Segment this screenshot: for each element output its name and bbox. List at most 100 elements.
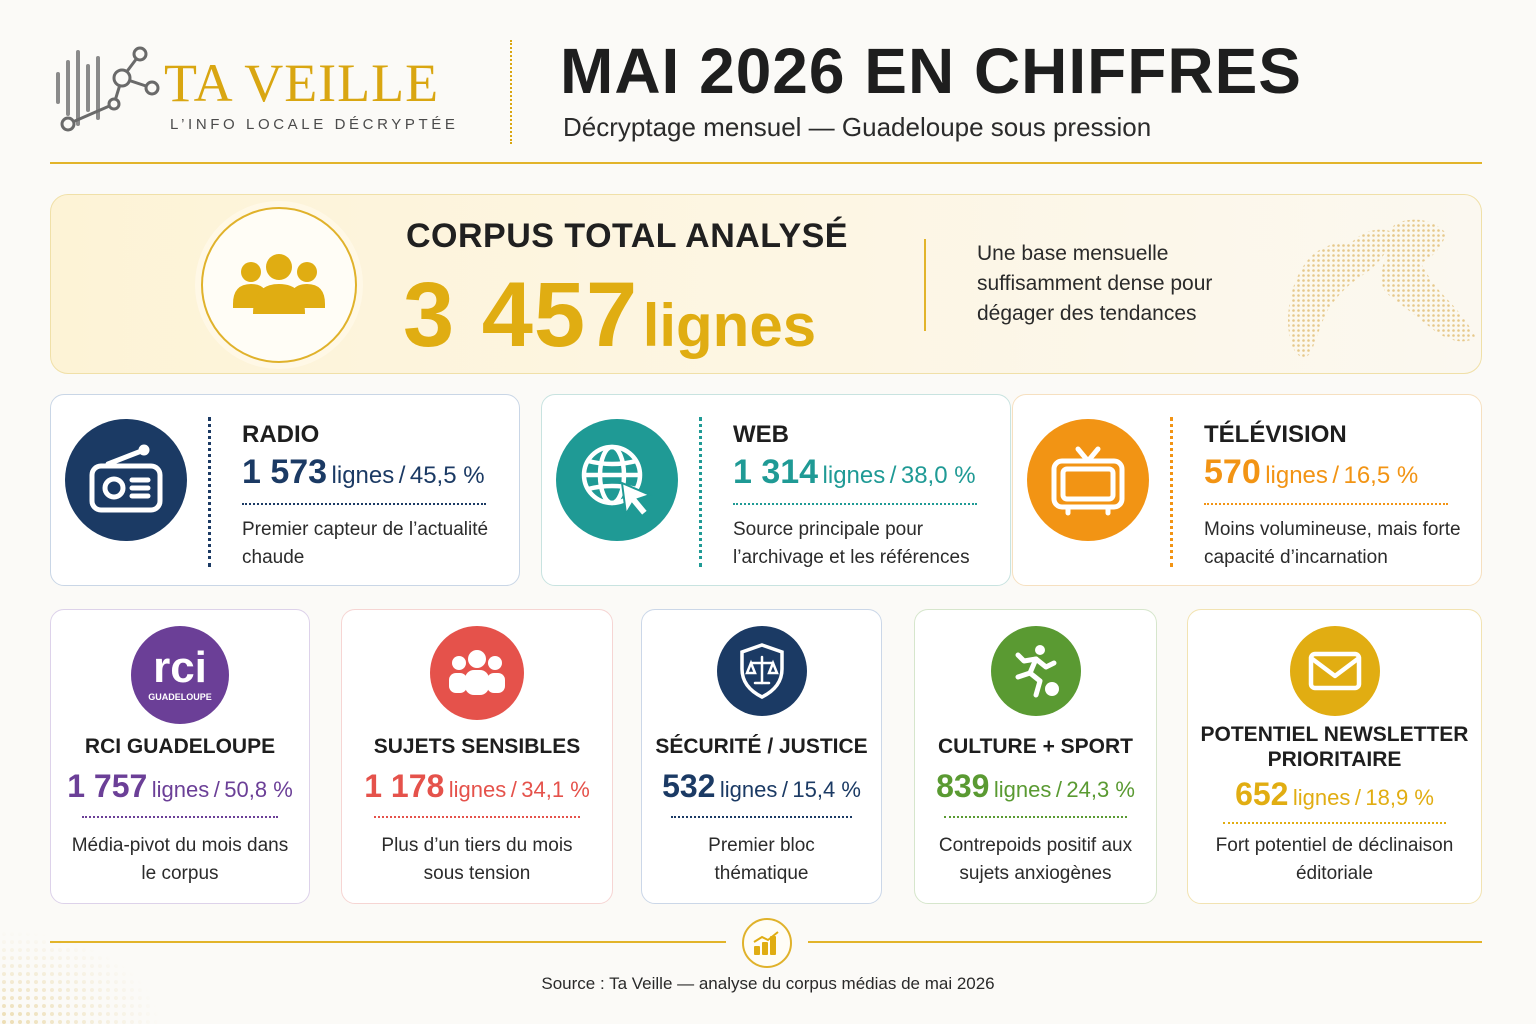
media-count: 1 314 [733, 453, 819, 491]
globe-cursor-icon [581, 444, 653, 518]
corpus-label: CORPUS TOTAL ANALYSÉ [406, 217, 848, 255]
media-card-divider [1170, 417, 1173, 567]
rci-logo-text: rci [153, 643, 207, 692]
envelope-icon [1308, 651, 1361, 691]
corpus-panel: CORPUS TOTAL ANALYSÉ 3 457 lignes Une ba… [50, 194, 1482, 374]
header: TA VEILLE L’INFO LOCALE DÉCRYPTÉE MAI 20… [0, 0, 1536, 170]
brand-name: TA VEILLE [164, 53, 440, 113]
topic-value: 532 lignes / 15,4 % [642, 768, 881, 805]
media-unit: lignes [822, 462, 886, 489]
media-unit: lignes [1265, 462, 1328, 489]
topic-name: SÉCURITÉ / JUSTICE [655, 735, 868, 758]
topic-rule [81, 816, 279, 818]
topic-percent: 50,8 % [224, 777, 293, 802]
corpus-divider [924, 239, 926, 331]
radio-icon-circle [65, 419, 187, 541]
brand-logo[interactable]: TA VEILLE L’INFO LOCALE DÉCRYPTÉE [52, 40, 472, 140]
topic-value: 1 757 lignes / 50,8 % [51, 768, 309, 805]
topic-unit: lignes [151, 777, 210, 802]
media-percent: 16,5 % [1343, 462, 1419, 489]
crowd-icon-circle [430, 626, 524, 720]
media-value: 570 lignes / 16,5 % [1204, 453, 1418, 492]
media-name: RADIO [242, 421, 320, 448]
television-icon-circle [1027, 419, 1149, 541]
footer-rule-right [808, 941, 1482, 943]
envelope-icon-circle [1289, 626, 1380, 716]
page-subtitle: Décryptage mensuel — Guadeloupe sous pre… [563, 112, 1152, 142]
media-rule [242, 503, 486, 505]
decorative-dots [0, 930, 160, 1024]
topic-description: Plus d’un tiers du mois sous tension [381, 835, 573, 884]
media-percent: 45,5 % [409, 462, 485, 489]
page-title: MAI 2026 EN CHIFFRES [560, 35, 1302, 107]
media-card-television[interactable]: TÉLÉVISION 570 lignes / 16,5 % Moins vol… [1012, 394, 1482, 586]
brand-tagline: L’INFO LOCALE DÉCRYPTÉE [170, 116, 459, 133]
topic-unit: lignes [448, 777, 507, 802]
people-group-icon [233, 254, 325, 314]
topic-card-potentiel-newsletter[interactable]: POTENTIEL NEWSLETTER PRIORITAIRE 652 lig… [1187, 609, 1482, 904]
topic-name: SUJETS SENSIBLES [373, 735, 581, 758]
media-rule [1204, 503, 1448, 505]
topic-name: POTENTIEL NEWSLETTER PRIORITAIRE [1200, 723, 1469, 771]
topic-percent: 24,3 % [1066, 777, 1135, 802]
radio-icon [89, 444, 163, 513]
topic-value: 1 178 lignes / 34,1 % [342, 768, 612, 805]
shield-icon-circle [716, 626, 807, 716]
football-icon-circle [990, 626, 1081, 716]
shield-scales-icon [739, 643, 784, 699]
crowd-icon [449, 650, 505, 695]
media-count: 570 [1204, 453, 1261, 491]
topic-description: Premier bloc thématique [708, 835, 815, 884]
topic-unit: lignes [1292, 785, 1351, 810]
media-percent: 38,0 % [900, 462, 976, 489]
topic-count: 1 178 [364, 768, 445, 804]
topic-description: Contrepoids positif aux sujets anxiogène… [938, 835, 1133, 884]
footer-rule-left [50, 941, 726, 943]
topic-card-culture-sport[interactable]: CULTURE + SPORT 839 lignes / 24,3 % Cont… [914, 609, 1157, 904]
bar-chart-icon [753, 931, 779, 955]
media-description: Moins volumineuse, mais forte capacité d… [1204, 519, 1461, 568]
topic-separator: / [1354, 785, 1361, 810]
topic-card-sujets-sensibles[interactable]: SUJETS SENSIBLES 1 178 lignes / 34,1 % P… [341, 609, 613, 904]
topic-card-rci-guadeloupe[interactable]: rci GUADELOUPE RCI GUADELOUPE 1 757 lign… [50, 609, 310, 904]
topic-rule [374, 816, 580, 818]
media-separator: / [398, 462, 406, 489]
media-card-web[interactable]: WEB 1 314 lignes / 38,0 % Source princip… [541, 394, 1011, 586]
topic-percent: 34,1 % [521, 777, 590, 802]
topic-value: 652 lignes / 18,9 % [1188, 776, 1481, 813]
football-player-icon [1015, 645, 1059, 698]
topic-unit: lignes [993, 777, 1052, 802]
topic-description: Fort potentiel de déclinaison éditoriale [1215, 835, 1454, 884]
topic-separator: / [781, 777, 788, 802]
signal-network-icon [56, 46, 160, 132]
topic-description: Média-pivot du mois dans le corpus [71, 835, 289, 884]
media-card-divider [699, 417, 702, 567]
media-name: WEB [733, 421, 789, 448]
television-icon [1051, 446, 1125, 516]
rci-logo-icon: rci GUADELOUPE [148, 643, 212, 702]
header-divider [510, 40, 512, 144]
corpus-icon-ring [201, 207, 357, 363]
topic-count: 839 [936, 768, 990, 804]
media-value: 1 314 lignes / 38,0 % [733, 453, 976, 492]
corpus-value: 3 457 lignes [403, 263, 816, 368]
topic-card-securite-justice[interactable]: SÉCURITÉ / JUSTICE 532 lignes / 15,4 % P… [641, 609, 882, 904]
media-separator: / [1332, 462, 1340, 489]
topic-name: CULTURE + SPORT [937, 735, 1134, 758]
footer-icon-ring [742, 918, 792, 968]
topic-percent: 18,9 % [1365, 785, 1434, 810]
media-card-radio[interactable]: RADIO 1 573 lignes / 45,5 % Premier capt… [50, 394, 520, 586]
media-name: TÉLÉVISION [1204, 421, 1347, 448]
topic-unit: lignes [719, 777, 778, 802]
topic-rule [943, 816, 1128, 818]
topic-name: RCI GUADELOUPE [84, 735, 276, 758]
topic-rule [670, 816, 853, 818]
web-icon-circle [556, 419, 678, 541]
header-rule [50, 162, 1482, 164]
media-rule [733, 503, 977, 505]
topic-separator: / [1055, 777, 1062, 802]
rci-logo-subtext: GUADELOUPE [148, 692, 212, 702]
topic-percent: 15,4 % [792, 777, 861, 802]
topic-count: 532 [662, 768, 716, 804]
media-separator: / [889, 462, 897, 489]
